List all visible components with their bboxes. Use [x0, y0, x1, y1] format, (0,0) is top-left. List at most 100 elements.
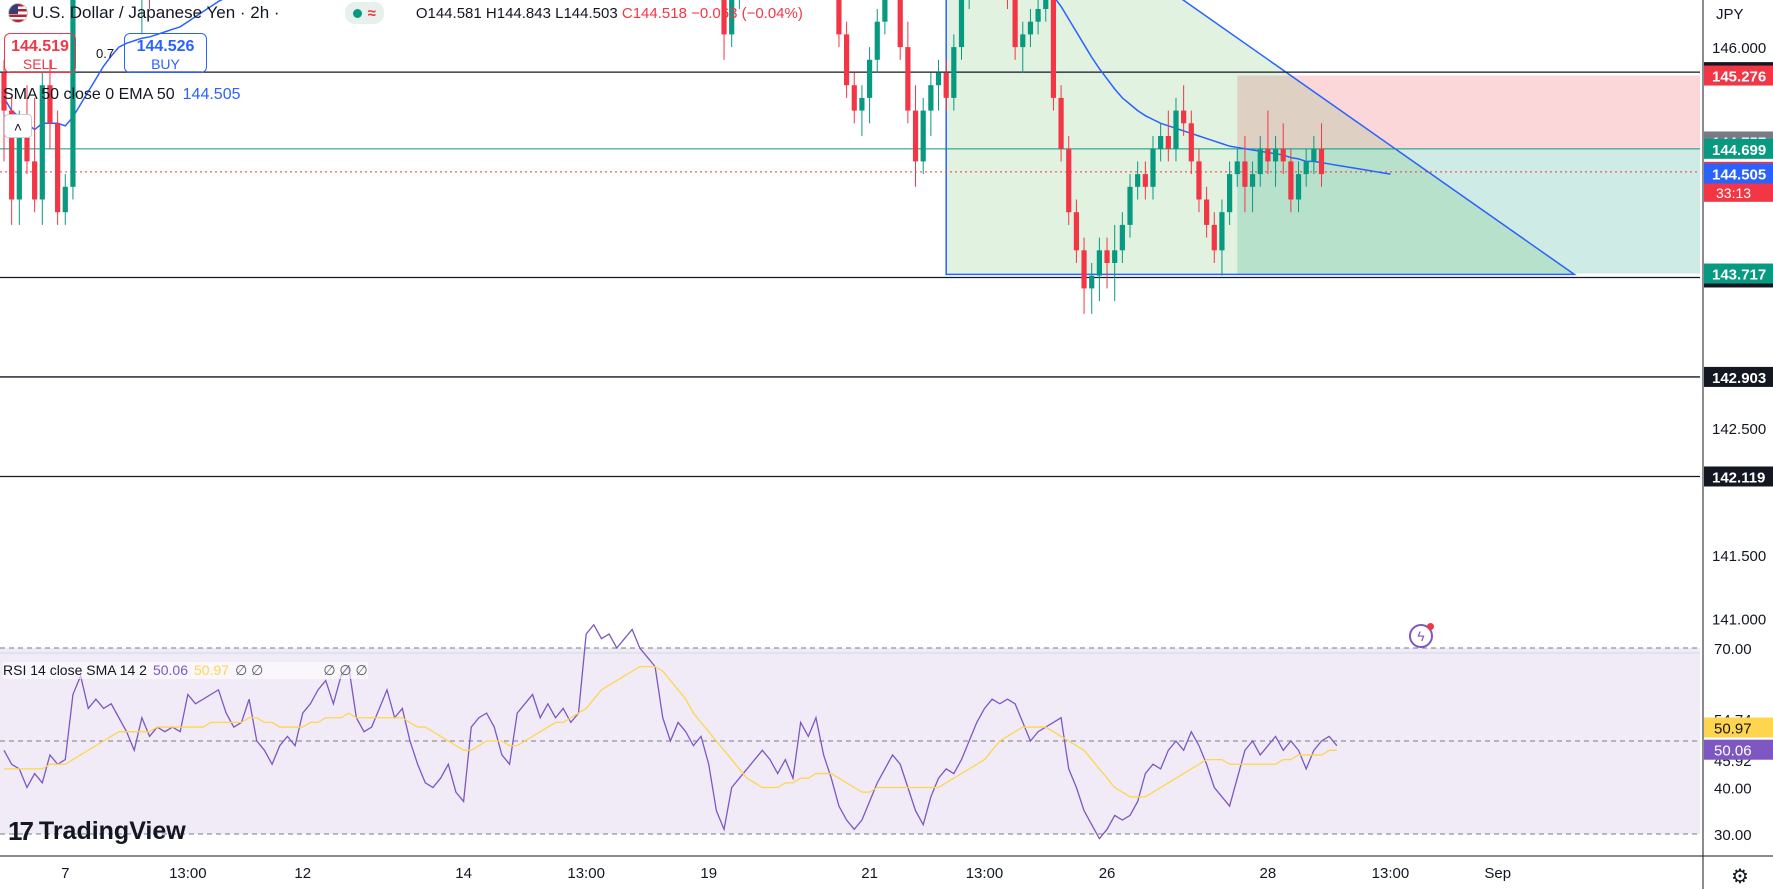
chart-header: U.S. Dollar / Japanese Yen · 2h · ≈ O144…	[0, 0, 803, 26]
time-tick-label: 26	[1099, 865, 1116, 882]
candle-body	[1249, 174, 1256, 187]
candle	[851, 72, 857, 124]
rsi-value-tag-label: 50.06	[1714, 743, 1752, 760]
us-flag-icon	[8, 3, 28, 23]
buy-label: BUY	[151, 56, 180, 72]
open-value: O144.581	[415, 4, 482, 22]
alert-bolt-icon[interactable]: ϟ	[1409, 623, 1434, 648]
price-tag-label: 143.717	[1712, 267, 1766, 284]
candle	[141, 0, 143, 35]
candle	[1234, 148, 1240, 187]
candle	[1012, 0, 1018, 60]
time-tick-label: 13:00	[567, 865, 605, 882]
candle-body	[1280, 148, 1286, 162]
rsi-tick-label: 40.00	[1714, 781, 1752, 798]
time-tick-label: Sep	[1484, 865, 1511, 882]
rsi-value-tag-label: 50.97	[1714, 720, 1752, 737]
candle-body	[1272, 148, 1279, 162]
candle-body	[943, 72, 949, 98]
candle	[1050, 0, 1057, 111]
rsi-legend[interactable]: RSI 14 close SMA 14 2 50.06 50.97 ∅ ∅ ∅ ∅ ∅	[3, 662, 368, 679]
currency-label[interactable]: JPY	[1716, 6, 1744, 23]
low-value: L144.503	[555, 4, 618, 22]
candle	[1020, 21, 1026, 73]
candle-body	[1112, 250, 1118, 263]
candle-body	[1242, 161, 1248, 187]
candle	[1043, 0, 1049, 22]
candle-body	[920, 110, 926, 162]
indicator-label: SMA 50 close 0 EMA 50	[3, 86, 175, 103]
ema-line	[3, 0, 1391, 175]
candle-body	[62, 186, 68, 213]
candle	[1311, 136, 1317, 175]
time-tick-label: 7	[61, 865, 69, 882]
candle-body	[1295, 174, 1302, 200]
price-tick-label: 141.000	[1712, 612, 1766, 629]
price-tag-label: 144.505	[1712, 166, 1766, 183]
rsi-ma-value: 50.97	[194, 662, 230, 678]
sell-price: 144.519	[11, 38, 69, 55]
indicator-legend[interactable]: SMA 50 close 0 EMA 50 144.505	[3, 86, 241, 104]
buy-button[interactable]: 144.526 BUY	[124, 33, 207, 73]
stop-zone	[1237, 75, 1700, 149]
sell-button[interactable]: 144.519 SELL	[4, 33, 76, 73]
candle-body	[1043, 0, 1049, 9]
candle	[1127, 174, 1133, 238]
rsi-value-tag	[1704, 717, 1773, 738]
close-value: C144.518	[621, 4, 687, 22]
candle	[951, 34, 957, 111]
candle-body	[1150, 148, 1156, 187]
change-value: −0.063 (−0.04%)	[691, 4, 803, 22]
candle-body	[836, 0, 842, 35]
settings-gear-icon[interactable]: ⚙	[1731, 866, 1749, 888]
candle-body	[1050, 0, 1057, 98]
rsi-tick-label: 30.00	[1714, 827, 1752, 844]
candle-body	[1227, 174, 1233, 213]
market-status-pill[interactable]: ≈	[344, 2, 384, 24]
candle	[943, 59, 949, 111]
candle	[1058, 85, 1064, 162]
candle	[729, 0, 735, 48]
candle-body	[1020, 34, 1026, 48]
candle-body	[1211, 224, 1217, 251]
candle-body	[1142, 174, 1148, 187]
high-value: H144.843	[485, 4, 551, 22]
time-tick-label: 13:00	[1372, 865, 1410, 882]
candle	[1081, 237, 1087, 314]
symbol-title[interactable]: U.S. Dollar / Japanese Yen · 2h ·	[32, 3, 280, 22]
time-tick-label: 14	[455, 865, 472, 882]
candle-body	[1027, 21, 1034, 35]
candle-body	[1234, 161, 1240, 175]
candle-body	[851, 85, 857, 111]
countdown-label: 33:13	[1716, 185, 1751, 201]
candle	[1318, 123, 1325, 187]
level-price-label: 142.903	[1712, 370, 1766, 387]
candle	[1, 59, 7, 162]
candle	[1303, 148, 1309, 187]
candle-body	[1035, 9, 1041, 22]
candle	[874, 9, 880, 73]
rsi-value: 50.06	[152, 662, 189, 678]
candle-body	[866, 59, 873, 98]
candle	[1035, 0, 1041, 35]
candle-body	[70, 0, 76, 187]
candle-body	[1204, 199, 1210, 225]
sell-label: SELL	[22, 56, 58, 72]
candle-body	[1081, 250, 1087, 289]
candle	[1096, 237, 1102, 302]
level-price-label: 142.119	[1712, 469, 1765, 486]
candle-body	[897, 0, 903, 48]
candle-body	[935, 72, 942, 86]
candle-body	[24, 123, 30, 162]
candle-body	[1173, 110, 1179, 149]
candle	[1112, 224, 1118, 302]
ohlc-values: O144.581 H144.843 L144.503 C144.518 −0.0…	[416, 5, 803, 22]
collapse-legend-button[interactable]: ˄	[4, 114, 32, 138]
level-price-tag	[1704, 466, 1773, 487]
candle	[1188, 110, 1194, 175]
time-tick-label: 13:00	[169, 865, 207, 882]
candle-body	[39, 85, 45, 200]
candle	[1165, 110, 1171, 162]
candle-body	[729, 0, 735, 35]
